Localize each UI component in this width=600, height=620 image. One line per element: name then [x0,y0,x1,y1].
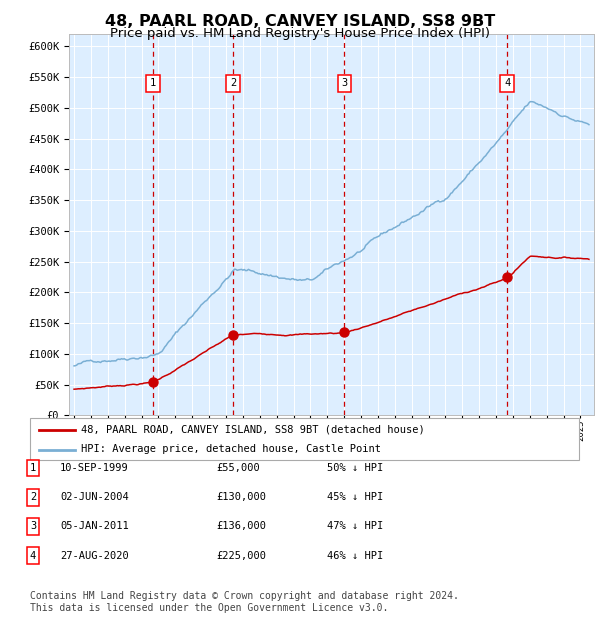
Text: 48, PAARL ROAD, CANVEY ISLAND, SS8 9BT: 48, PAARL ROAD, CANVEY ISLAND, SS8 9BT [105,14,495,29]
Text: 3: 3 [30,521,36,531]
Text: 02-JUN-2004: 02-JUN-2004 [60,492,129,502]
Text: 1: 1 [30,463,36,473]
Text: 45% ↓ HPI: 45% ↓ HPI [327,492,383,502]
Text: 50% ↓ HPI: 50% ↓ HPI [327,463,383,473]
Text: 4: 4 [504,78,510,88]
Text: 3: 3 [341,78,347,88]
Text: 2: 2 [30,492,36,502]
Text: £225,000: £225,000 [216,551,266,560]
Text: HPI: Average price, detached house, Castle Point: HPI: Average price, detached house, Cast… [81,445,381,454]
Text: 10-SEP-1999: 10-SEP-1999 [60,463,129,473]
Text: Price paid vs. HM Land Registry's House Price Index (HPI): Price paid vs. HM Land Registry's House … [110,27,490,40]
Text: 05-JAN-2011: 05-JAN-2011 [60,521,129,531]
Text: 48, PAARL ROAD, CANVEY ISLAND, SS8 9BT (detached house): 48, PAARL ROAD, CANVEY ISLAND, SS8 9BT (… [81,425,425,435]
Text: Contains HM Land Registry data © Crown copyright and database right 2024.
This d: Contains HM Land Registry data © Crown c… [30,591,459,613]
Text: 27-AUG-2020: 27-AUG-2020 [60,551,129,560]
Text: £136,000: £136,000 [216,521,266,531]
Text: £130,000: £130,000 [216,492,266,502]
Text: 2: 2 [230,78,236,88]
Text: 4: 4 [30,551,36,560]
Text: £55,000: £55,000 [216,463,260,473]
Text: 1: 1 [150,78,157,88]
Text: 46% ↓ HPI: 46% ↓ HPI [327,551,383,560]
Text: 47% ↓ HPI: 47% ↓ HPI [327,521,383,531]
